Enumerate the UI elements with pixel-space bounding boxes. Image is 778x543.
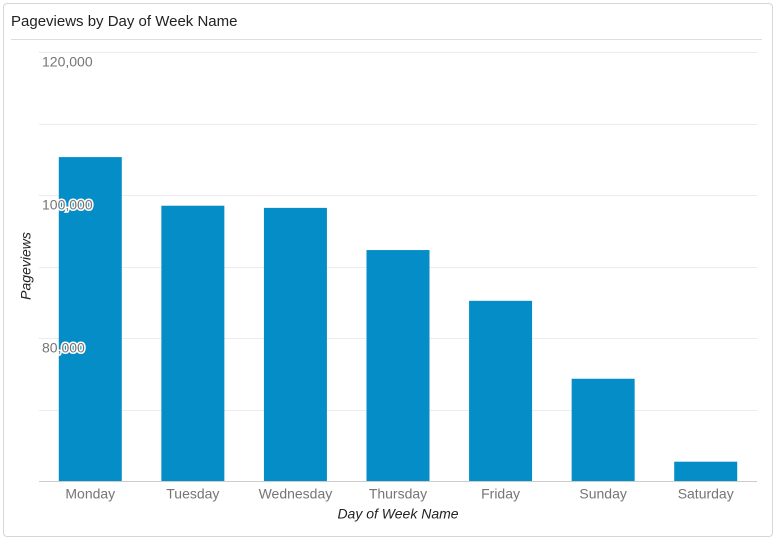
- y-tick-label: 80,000: [42, 340, 85, 356]
- bar: [366, 250, 430, 481]
- y-tick-label: 100,000: [42, 197, 93, 213]
- chart-title: Pageviews by Day of Week Name: [11, 13, 238, 30]
- chart-card: [3, 3, 773, 537]
- x-tick-label: Sunday: [579, 486, 626, 502]
- x-tick-label: Tuesday: [166, 486, 219, 502]
- x-tick-label: Thursday: [369, 486, 427, 502]
- x-tick-label: Wednesday: [259, 486, 333, 502]
- bar: [263, 207, 327, 481]
- y-tick-label: 120,000: [42, 54, 93, 70]
- bar: [58, 157, 122, 482]
- bar: [469, 300, 533, 481]
- y-axis-title: Pageviews: [18, 232, 34, 300]
- x-tick-label: Friday: [481, 486, 520, 502]
- bar: [161, 205, 225, 481]
- x-tick-label: Monday: [65, 486, 115, 502]
- bar: [571, 378, 635, 481]
- x-axis-title: Day of Week Name: [337, 506, 458, 522]
- x-tick-label: Saturday: [678, 486, 734, 502]
- bar: [674, 461, 738, 481]
